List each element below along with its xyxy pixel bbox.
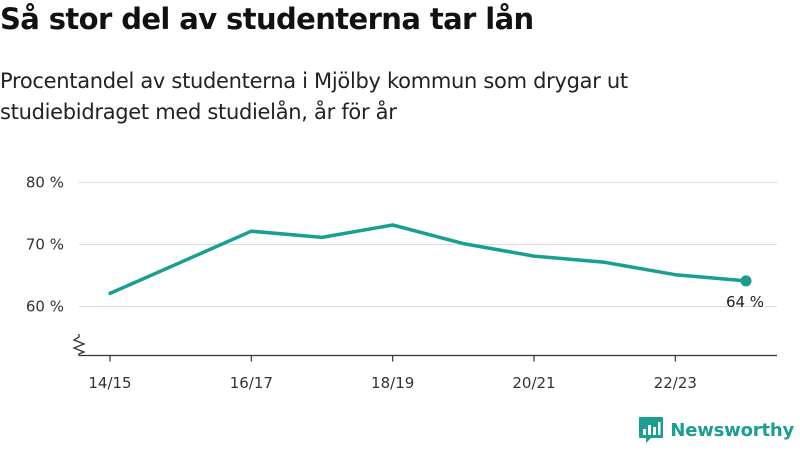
y-tick-label-60: 60 % — [26, 298, 64, 316]
data-point-21/22 — [603, 260, 607, 264]
data-point-14/15 — [108, 291, 112, 295]
y-axis-labels: 60 % 70 % 80 % — [26, 174, 64, 316]
x-tick-label-14/15: 14/15 — [88, 374, 131, 392]
x-tick-label-18/19: 18/19 — [371, 374, 414, 392]
gridlines — [79, 182, 777, 307]
series: 64 % — [108, 223, 764, 311]
newsworthy-brand: Newsworthy — [638, 416, 794, 444]
data-point-15/16 — [179, 260, 183, 264]
data-point-17/18 — [320, 235, 324, 239]
y-tick-label-80: 80 % — [26, 174, 64, 192]
x-tick-label-22/23: 22/23 — [654, 374, 697, 392]
chart-subtitle: Procentandel av studenterna i Mjölby kom… — [0, 69, 628, 124]
data-point-20/21 — [532, 254, 536, 258]
x-tick-label-20/21: 20/21 — [512, 374, 555, 392]
data-point-16/17 — [249, 229, 253, 233]
series-line — [108, 223, 748, 296]
x-axis-labels: 14/15 16/17 18/19 20/21 22/23 — [88, 355, 697, 392]
data-point-19/20 — [461, 242, 465, 246]
last-value-label: 64 % — [726, 293, 764, 311]
y-tick-label-70: 70 % — [26, 236, 64, 254]
data-point-22/23 — [673, 273, 677, 277]
last-point-marker — [740, 275, 752, 287]
bar-chart-icon — [639, 417, 664, 443]
data-point-18/19 — [391, 223, 395, 227]
x-tick-label-16/17: 16/17 — [230, 374, 273, 392]
x-axis — [72, 334, 777, 357]
axis-break-marker — [72, 334, 86, 356]
brand-name: Newsworthy — [670, 419, 794, 441]
chart-title: Så stor del av studenterna tar lån — [0, 2, 534, 36]
